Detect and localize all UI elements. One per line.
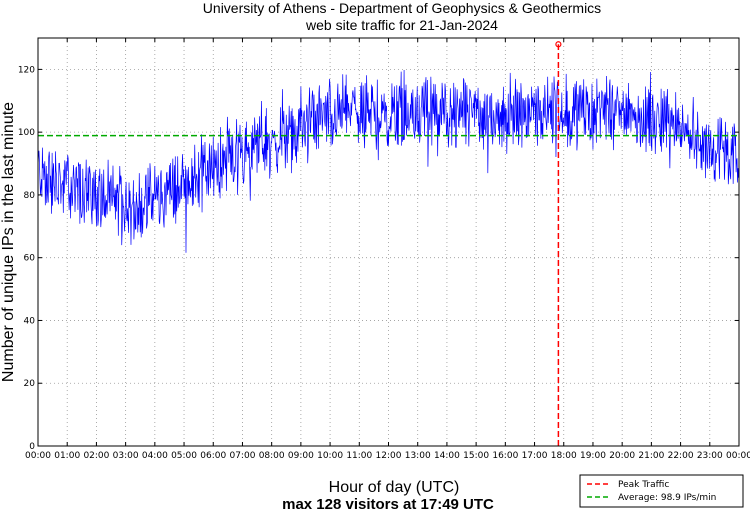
y-tick-label: 0 (29, 442, 35, 452)
x-tick-label: 11:00 (346, 451, 372, 461)
legend-box (579, 474, 744, 508)
x-tick-label: 19:00 (580, 451, 606, 461)
x-tick-label: 08:00 (259, 451, 285, 461)
grid (38, 38, 739, 446)
y-tick-label: 60 (24, 254, 36, 264)
x-tick-label: 07:00 (229, 451, 255, 461)
x-tick-label: 23:00 (697, 451, 723, 461)
y-tick-label: 100 (18, 128, 35, 138)
x-tick-label: 00:00 (25, 451, 51, 461)
x-axis-label: Hour of day (UTC) (329, 479, 460, 496)
x-tick-label: 22:00 (668, 451, 694, 461)
y-axis-ticks: 0 20 40 60 80 100 120 (18, 65, 739, 452)
y-tick-label: 40 (24, 316, 36, 326)
x-axis-ticks: 00:00 01:00 02:00 03:00 04:00 05:00 06:00 07:00… (25, 38, 750, 461)
y-tick-label: 80 (24, 191, 36, 201)
x-tick-label: 01:00 (54, 451, 80, 461)
x-tick-label: 14:00 (434, 451, 460, 461)
max-visitors-note: max 128 visitors at 17:49 UTC (282, 496, 494, 511)
x-tick-label: 13:00 (405, 451, 431, 461)
x-tick-label: 12:00 (376, 451, 402, 461)
x-tick-label: 04:00 (142, 451, 168, 461)
legend: Peak Traffic Average: 98.9 IPs/min (579, 474, 744, 508)
x-tick-label: 02:00 (83, 451, 109, 461)
chart-title: University of Athens - Department of Geo… (203, 0, 601, 16)
x-tick-label: 16:00 (492, 451, 518, 461)
series-unique-ips (37, 69, 740, 253)
reference-lines (38, 41, 739, 446)
peak-marker (555, 41, 562, 48)
x-tick-label: 10:00 (317, 451, 343, 461)
y-tick-label: 120 (18, 65, 35, 75)
x-tick-label: 15:00 (463, 451, 489, 461)
y-axis-label: Number of unique IPs in the last minute (0, 102, 17, 382)
x-tick-label: 18:00 (551, 451, 577, 461)
x-tick-label: 06:00 (200, 451, 226, 461)
y-tick-label: 20 (24, 379, 36, 389)
legend-average-label: Average: 98.9 IPs/min (618, 493, 716, 503)
x-tick-label: 05:00 (171, 451, 197, 461)
x-tick-label: 20:00 (609, 451, 635, 461)
x-tick-label: 17:00 (522, 451, 548, 461)
x-tick-label: 00:00 (726, 451, 750, 461)
x-tick-label: 03:00 (113, 451, 139, 461)
x-tick-label: 21:00 (638, 451, 664, 461)
series-line (37, 69, 740, 253)
chart-subtitle-date: web site traffic for 21-Jan-2024 (305, 17, 498, 33)
x-tick-label: 09:00 (288, 451, 314, 461)
legend-peak-label: Peak Traffic (618, 480, 669, 490)
